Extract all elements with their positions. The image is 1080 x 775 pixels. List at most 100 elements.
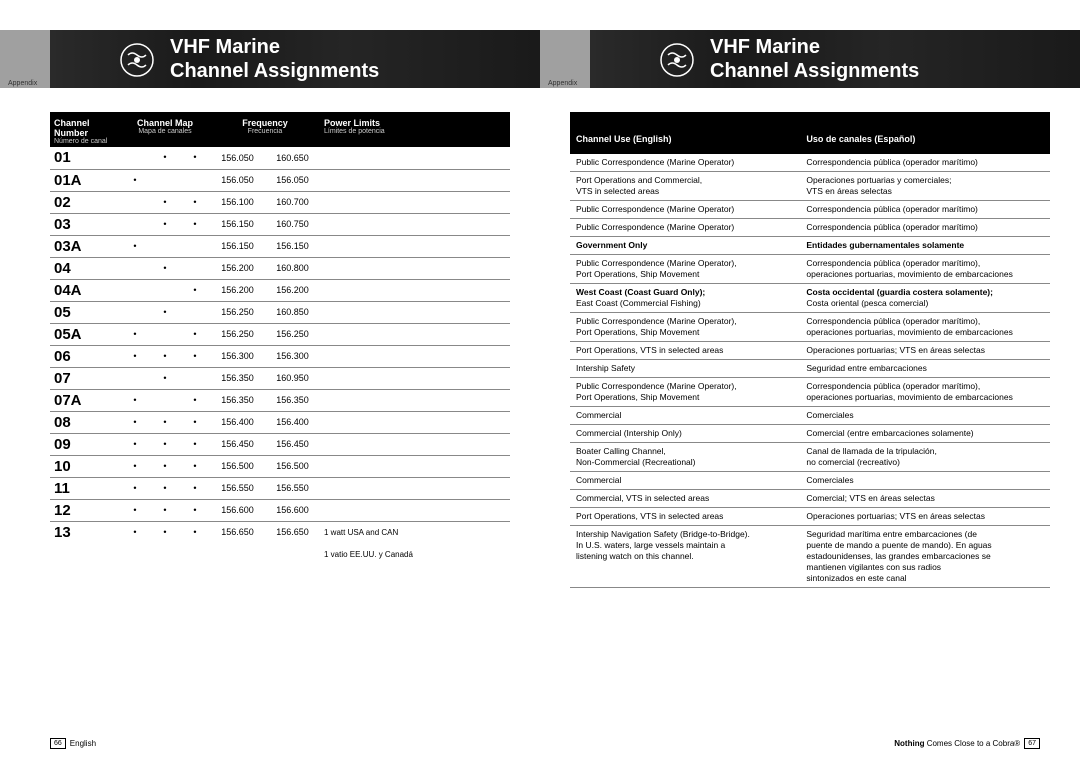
cell-use-en: Commercial (Intership Only)	[570, 425, 800, 443]
cell-map-dot	[120, 257, 150, 279]
table-row: 10•••156.500156.500	[50, 455, 510, 477]
cell-map-dot: •	[120, 169, 150, 191]
cell-use-es: Seguridad marítima entre embarcaciones (…	[800, 526, 1050, 588]
cell-map-dot	[150, 323, 180, 345]
banner-title: VHF Marine Channel Assignments	[170, 35, 379, 83]
cell-map-dot	[150, 235, 180, 257]
cell-map-dot	[150, 389, 180, 411]
cell-map-dot: •	[180, 477, 210, 499]
cell-use-en: Intership Navigation Safety (Bridge-to-B…	[570, 526, 800, 588]
cell-map-dot: •	[150, 499, 180, 521]
cell-map-dot: •	[150, 191, 180, 213]
table-row: 07•156.350160.950	[50, 367, 510, 389]
cell-channel: 13	[50, 521, 120, 543]
th-channel-number: Channel Number Número de canal	[50, 112, 120, 147]
right-table-container: Channel Use (English) Uso de canales (Es…	[570, 112, 1050, 588]
cell-channel: 06	[50, 345, 120, 367]
cell-use-es: Operaciones portuarias y comerciales;VTS…	[800, 172, 1050, 201]
cell-freq-tx: 156.600	[210, 499, 265, 521]
cell-channel: 10	[50, 455, 120, 477]
cell-use-en: Public Correspondence (Marine Operator),…	[570, 313, 800, 342]
page-spread: VHF Marine Channel Assignments Appendix …	[0, 0, 1080, 775]
banner-dark-block: VHF Marine Channel Assignments	[590, 30, 1080, 88]
cell-freq-rx: 156.200	[265, 279, 320, 301]
cell-use-en: Government Only	[570, 237, 800, 255]
cell-freq-tx: 156.250	[210, 323, 265, 345]
cell-freq-rx: 156.500	[265, 455, 320, 477]
table-row: CommercialComerciales	[570, 407, 1050, 425]
table-row: 04•156.200160.800	[50, 257, 510, 279]
cell-channel: 01A	[50, 169, 120, 191]
cell-power	[320, 477, 510, 499]
cell-map-dot: •	[180, 455, 210, 477]
cell-freq-tx: 156.050	[210, 147, 265, 169]
cell-use-en: Public Correspondence (Marine Operator),…	[570, 378, 800, 407]
cell-freq-rx: 156.650	[265, 521, 320, 543]
cell-map-dot: •	[180, 411, 210, 433]
cell-map-dot: •	[120, 455, 150, 477]
cell-map-dot: •	[120, 521, 150, 543]
cell-channel: 07A	[50, 389, 120, 411]
table-row: 08•••156.400156.400	[50, 411, 510, 433]
cell-power: 1 watt USA and CAN	[320, 521, 510, 543]
cell-power	[320, 455, 510, 477]
page-number-right: 67	[1024, 738, 1040, 749]
radio-wave-icon	[120, 43, 154, 77]
cell-channel: 05	[50, 301, 120, 323]
cell-channel: 08	[50, 411, 120, 433]
table-row: 02••156.100160.700	[50, 191, 510, 213]
radio-wave-icon	[660, 43, 694, 77]
cell-use-es: Costa occidental (guardia costera solame…	[800, 284, 1050, 313]
table-row: Public Correspondence (Marine Operator)C…	[570, 219, 1050, 237]
cell-map-dot: •	[120, 477, 150, 499]
th-use-spanish: Uso de canales (Español)	[800, 112, 1050, 154]
cell-power	[320, 345, 510, 367]
cell-use-es: Correspondencia pública (operador maríti…	[800, 219, 1050, 237]
cell-freq-tx: 156.300	[210, 345, 265, 367]
banner-title-line1: VHF Marine	[710, 36, 820, 58]
cell-use-es: Comercial; VTS en áreas selectas	[800, 490, 1050, 508]
cell-map-dot: •	[180, 389, 210, 411]
cell-freq-rx: 156.550	[265, 477, 320, 499]
table-row: Public Correspondence (Marine Operator),…	[570, 313, 1050, 342]
table-row: 07A••156.350156.350	[50, 389, 510, 411]
table-row: 11•••156.550156.550	[50, 477, 510, 499]
appendix-label-right: Appendix	[548, 80, 577, 87]
cell-use-en: Port Operations, VTS in selected areas	[570, 508, 800, 526]
cell-map-dot	[180, 235, 210, 257]
table-row: Port Operations, VTS in selected areasOp…	[570, 342, 1050, 360]
table-row: 01A•156.050156.050	[50, 169, 510, 191]
cell-use-es: Correspondencia pública (operador maríti…	[800, 378, 1050, 407]
cell-channel: 02	[50, 191, 120, 213]
cell-use-en: Public Correspondence (Marine Operator)	[570, 154, 800, 172]
footer-lang: English	[70, 739, 96, 748]
cell-use-es: Correspondencia pública (operador maríti…	[800, 154, 1050, 172]
cell-use-en: Public Correspondence (Marine Operator)	[570, 219, 800, 237]
th-frequency: Frequency Frecuencia	[210, 112, 320, 147]
cell-freq-tx: 156.400	[210, 411, 265, 433]
cell-map-dot: •	[150, 455, 180, 477]
cell-map-dot: •	[150, 433, 180, 455]
table-row: 03••156.150160.750	[50, 213, 510, 235]
cell-power-sub: 1 vatio EE.UU. y Canadá	[320, 543, 510, 565]
cell-channel: 03A	[50, 235, 120, 257]
cell-freq-rx: 160.950	[265, 367, 320, 389]
left-page: VHF Marine Channel Assignments Appendix …	[0, 0, 540, 775]
cell-use-en: Boater Calling Channel,Non-Commercial (R…	[570, 443, 800, 472]
table-row: 06•••156.300156.300	[50, 345, 510, 367]
table-row: Intership Navigation Safety (Bridge-to-B…	[570, 526, 1050, 588]
cell-map-dot	[120, 301, 150, 323]
table-row: Port Operations and Commercial,VTS in se…	[570, 172, 1050, 201]
banner-title-line2: Channel Assignments	[710, 60, 919, 82]
cell-power	[320, 367, 510, 389]
cell-map-dot	[120, 191, 150, 213]
cell-map-dot: •	[120, 433, 150, 455]
cell-map-dot: •	[120, 389, 150, 411]
cell-power	[320, 433, 510, 455]
banner-title: VHF Marine Channel Assignments	[710, 35, 919, 83]
cell-power	[320, 191, 510, 213]
table-row: 05•156.250160.850	[50, 301, 510, 323]
cell-use-en: Port Operations and Commercial,VTS in se…	[570, 172, 800, 201]
cell-map-dot	[120, 147, 150, 169]
cell-freq-rx: 160.700	[265, 191, 320, 213]
